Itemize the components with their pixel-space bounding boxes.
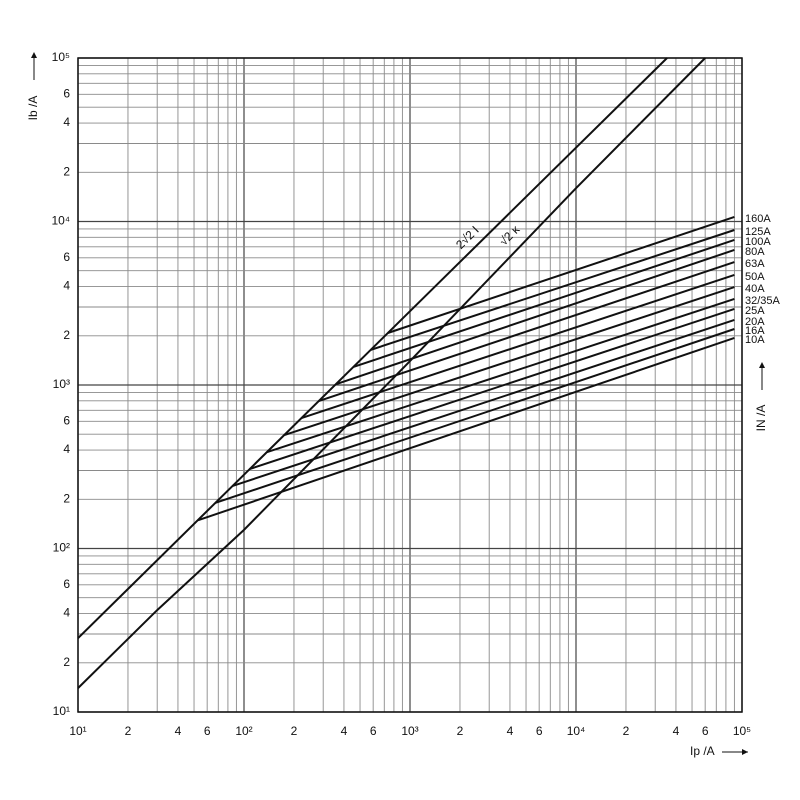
series-line: [197, 336, 735, 522]
y-axis-label: Ib /A: [26, 96, 40, 121]
series-line: [77, 57, 706, 689]
series-line: [301, 274, 735, 419]
x-tick-label: 6: [204, 724, 211, 738]
y-tick-label: 6: [63, 413, 70, 427]
fuse-label: 16A: [745, 325, 765, 337]
fuse-label: 10A: [745, 334, 765, 346]
fuse-label: 20A: [745, 316, 765, 328]
y-tick-label: 2: [63, 655, 70, 669]
series-line: [77, 57, 668, 639]
y2-axis-arrow-head: [759, 362, 765, 368]
series-line: [353, 239, 735, 368]
y-tick-label: 4: [63, 115, 70, 129]
series-line: [214, 328, 735, 504]
series-line: [370, 229, 735, 351]
y-tick-label: 10²: [53, 541, 70, 555]
x-tick-label: 2: [623, 724, 630, 738]
series-line: [249, 307, 735, 471]
fuse-label: 25A: [745, 305, 765, 317]
fuse-label: 50A: [745, 271, 765, 283]
x-axis-label: Ip /A: [690, 744, 715, 758]
grid: [77, 57, 743, 713]
y-tick-label: 6: [63, 577, 70, 591]
y-tick-label: 2: [63, 491, 70, 505]
y-tick-label: 10³: [53, 377, 70, 391]
y-tick-label: 6: [63, 250, 70, 264]
fuse-label: 160A: [745, 213, 771, 225]
x-tick-label: 10³: [401, 724, 418, 738]
series-line: [387, 215, 735, 334]
y-tick-label: 4: [63, 442, 70, 456]
x-tick-label: 6: [702, 724, 709, 738]
series-line: [335, 248, 735, 386]
series-line: [318, 261, 735, 402]
y-tick-label: 10¹: [53, 704, 70, 718]
plot-frame: [77, 57, 743, 713]
x-tick-label: 6: [536, 724, 543, 738]
x-tick-label: 2: [125, 724, 132, 738]
fuse-label: 63A: [745, 258, 765, 270]
x-tick-label: 4: [341, 724, 348, 738]
x-tick-label: 2: [291, 724, 298, 738]
fuse-label: 40A: [745, 283, 765, 295]
y-tick-label: 10⁵: [52, 50, 70, 64]
x-tick-label: 10²: [235, 724, 252, 738]
y-tick-label: 2: [63, 328, 70, 342]
x-tick-label: 2: [457, 724, 464, 738]
y-tick-label: 10⁴: [51, 214, 70, 228]
series-line: [284, 286, 735, 437]
y-tick-label: 4: [63, 606, 70, 620]
x-tick-label: 10⁵: [733, 724, 751, 738]
x-tick-label: 10⁴: [567, 724, 586, 738]
y-tick-label: 6: [63, 86, 70, 100]
y-tick-label: 2: [63, 164, 70, 178]
fuse-label: 125A: [745, 226, 771, 238]
x-axis-arrow-head: [742, 749, 748, 755]
x-tick-label: 10¹: [69, 724, 86, 738]
fuse-label: 100A: [745, 236, 771, 248]
series-line: [231, 318, 735, 487]
y-tick-label: 4: [63, 279, 70, 293]
series-line: [266, 297, 735, 453]
x-tick-label: 6: [370, 724, 377, 738]
y2-axis-label: IN /A: [754, 405, 768, 432]
x-tick-label: 4: [507, 724, 514, 738]
y-axis-arrow-head: [31, 52, 37, 58]
fuse-label: 32/35A: [745, 295, 781, 307]
x-tick-label: 4: [673, 724, 680, 738]
fuse-label: 80A: [745, 246, 765, 258]
x-tick-label: 4: [175, 724, 182, 738]
curve-label: √2 κ: [496, 222, 523, 249]
